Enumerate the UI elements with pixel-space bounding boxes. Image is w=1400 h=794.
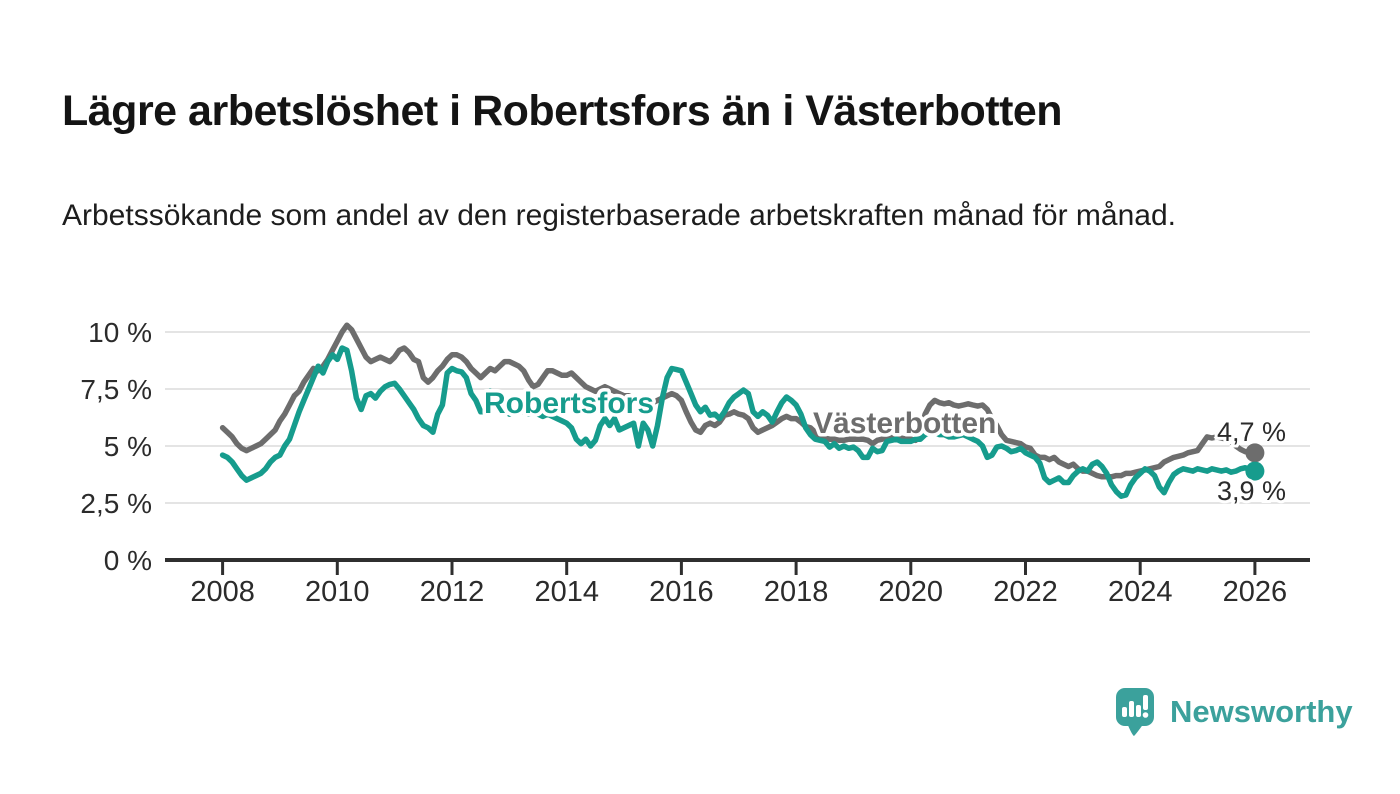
x-axis-label: 2014 (534, 576, 599, 608)
series-line-robertsfors (219, 345, 1258, 499)
y-axis-label: 7,5 % (80, 374, 152, 405)
x-axis-label: 2026 (1223, 576, 1288, 608)
x-axis-label: 2022 (993, 576, 1058, 608)
endpoint-value-robertsfors: 3,9 % (1217, 476, 1286, 506)
x-axis-label: 2024 (1108, 576, 1173, 608)
y-axis-label: 0 % (104, 545, 152, 576)
x-axis-label: 2010 (305, 576, 370, 608)
series-label-västerbotten: Västerbotten (813, 407, 996, 440)
endpoint-dot-robertsfors (1245, 461, 1265, 481)
x-axis-label: 2012 (420, 576, 485, 608)
page-title: Lägre arbetslöshet i Robertsfors än i Vä… (62, 86, 1063, 135)
chart-svg: 0 % 2,5 % 5 % 7,5 % 10 % 2008 2010 2012 2014 2016… (80, 317, 1310, 608)
y-axis-label: 5 % (104, 431, 152, 462)
endpoint-value-västerbotten: 4,7 % (1217, 417, 1286, 447)
x-axis-label: 2008 (190, 576, 255, 608)
newsworthy-brand: Newsworthy (1115, 686, 1353, 738)
y-axis-label: 10 % (88, 317, 152, 348)
series-line-västerbotten (219, 322, 1258, 480)
x-axis-label: 2018 (764, 576, 829, 608)
y-axis-label: 2,5 % (80, 488, 152, 519)
x-axis-label: 2016 (649, 576, 714, 608)
newsworthy-logo-icon (1116, 688, 1154, 736)
page-subtitle: Arbetssökande som andel av den registerb… (62, 199, 1176, 232)
newsworthy-brand-text: Newsworthy (1170, 694, 1353, 729)
x-axis-label: 2020 (879, 576, 944, 608)
endpoint-dot-västerbotten (1245, 443, 1265, 463)
series-label-robertsfors: Robertsfors (484, 387, 654, 420)
